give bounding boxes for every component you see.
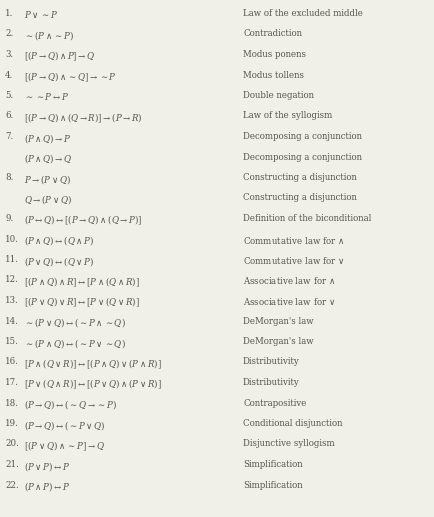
Text: $(P\rightarrow Q)\leftrightarrow({\sim}P\vee Q)$: $(P\rightarrow Q)\leftrightarrow({\sim}P… [24,419,105,432]
Text: $(P\wedge P)\leftrightarrow P$: $(P\wedge P)\leftrightarrow P$ [24,480,70,493]
Text: Constructing a disjunction: Constructing a disjunction [243,173,357,182]
Text: 9.: 9. [5,214,13,223]
Text: $[P\vee(Q\wedge R)]\leftrightarrow[(P\vee Q)\wedge(P\vee R)]$: $[P\vee(Q\wedge R)]\leftrightarrow[(P\ve… [24,378,162,391]
Text: $(P\wedge Q)\leftrightarrow(Q\wedge P)$: $(P\wedge Q)\leftrightarrow(Q\wedge P)$ [24,235,94,248]
Text: 11.: 11. [5,255,19,264]
Text: ${\sim}(P\vee Q)\leftrightarrow({\sim}P\wedge{\sim}Q)$: ${\sim}(P\vee Q)\leftrightarrow({\sim}P\… [24,316,126,329]
Text: Distributivity: Distributivity [243,378,300,387]
Text: ${\sim}{\sim}P\leftrightarrow P$: ${\sim}{\sim}P\leftrightarrow P$ [24,91,69,102]
Text: ${\sim}(P\wedge{\sim}P)$: ${\sim}(P\wedge{\sim}P)$ [24,29,74,42]
Text: Associative law for $\wedge$: Associative law for $\wedge$ [243,276,335,286]
Text: Law of the excluded middle: Law of the excluded middle [243,9,363,18]
Text: $[(P\rightarrow Q)\wedge{\sim}Q]\rightarrow{\sim}P$: $[(P\rightarrow Q)\wedge{\sim}Q]\rightar… [24,70,117,84]
Text: $[(P\rightarrow Q)\wedge P]\rightarrow Q$: $[(P\rightarrow Q)\wedge P]\rightarrow Q… [24,50,95,64]
Text: Modus tollens: Modus tollens [243,70,304,80]
Text: Simplification: Simplification [243,480,302,490]
Text: 20.: 20. [5,439,19,449]
Text: Disjunctive syllogism: Disjunctive syllogism [243,439,335,449]
Text: Simplification: Simplification [243,460,302,469]
Text: Commutative law for $\wedge$: Commutative law for $\wedge$ [243,235,345,246]
Text: 22.: 22. [5,480,19,490]
Text: $[(P\wedge Q)\wedge R]\leftrightarrow[P\wedge(Q\wedge R)]$: $[(P\wedge Q)\wedge R]\leftrightarrow[P\… [24,276,140,289]
Text: Commutative law for $\vee$: Commutative law for $\vee$ [243,255,345,266]
Text: Distributivity: Distributivity [243,357,300,367]
Text: $[(P\vee Q)\wedge{\sim}P]\rightarrow Q$: $[(P\vee Q)\wedge{\sim}P]\rightarrow Q$ [24,439,105,453]
Text: 16.: 16. [5,357,19,367]
Text: Definition of the biconditional: Definition of the biconditional [243,214,372,223]
Text: Contradiction: Contradiction [243,29,302,38]
Text: 10.: 10. [5,235,19,244]
Text: 19.: 19. [5,419,19,428]
Text: Conditional disjunction: Conditional disjunction [243,419,342,428]
Text: Decomposing a conjunction: Decomposing a conjunction [243,153,362,161]
Text: Law of the syllogism: Law of the syllogism [243,112,332,120]
Text: $P\rightarrow(P\vee Q)$: $P\rightarrow(P\vee Q)$ [24,173,71,186]
Text: Modus ponens: Modus ponens [243,50,306,59]
Text: 17.: 17. [5,378,19,387]
Text: $[(P\rightarrow Q)\wedge(Q\rightarrow R)]\rightarrow(P\rightarrow R)$: $[(P\rightarrow Q)\wedge(Q\rightarrow R)… [24,112,142,125]
Text: 12.: 12. [5,276,19,284]
Text: $[(P\vee Q)\vee R]\leftrightarrow[P\vee(Q\vee R)]$: $[(P\vee Q)\vee R]\leftrightarrow[P\vee(… [24,296,140,310]
Text: 4.: 4. [5,70,13,80]
Text: $P\vee{\sim}P$: $P\vee{\sim}P$ [24,9,58,20]
Text: Associative law for $\vee$: Associative law for $\vee$ [243,296,335,307]
Text: 2.: 2. [5,29,13,38]
Text: DeMorgan's law: DeMorgan's law [243,337,314,346]
Text: 6.: 6. [5,112,13,120]
Text: Double negation: Double negation [243,91,314,100]
Text: $[P\wedge(Q\vee R)]\leftrightarrow[(P\wedge Q)\vee(P\wedge R)]$: $[P\wedge(Q\vee R)]\leftrightarrow[(P\we… [24,357,162,371]
Text: $(P\rightarrow Q)\leftrightarrow({\sim}Q\rightarrow{\sim}P)$: $(P\rightarrow Q)\leftrightarrow({\sim}Q… [24,399,117,412]
Text: 7.: 7. [5,132,13,141]
Text: 21.: 21. [5,460,19,469]
Text: 1.: 1. [5,9,13,18]
Text: 3.: 3. [5,50,13,59]
Text: DeMorgan's law: DeMorgan's law [243,316,314,326]
Text: $(P\leftrightarrow Q)\leftrightarrow[(P\rightarrow Q)\wedge(Q\rightarrow P)]$: $(P\leftrightarrow Q)\leftrightarrow[(P\… [24,214,142,227]
Text: $(P\wedge Q)\rightarrow Q$: $(P\wedge Q)\rightarrow Q$ [24,153,72,165]
Text: 15.: 15. [5,337,19,346]
Text: $(P\vee P)\leftrightarrow P$: $(P\vee P)\leftrightarrow P$ [24,460,70,473]
Text: 5.: 5. [5,91,13,100]
Text: $(P\vee Q)\leftrightarrow(Q\vee P)$: $(P\vee Q)\leftrightarrow(Q\vee P)$ [24,255,94,268]
Text: 13.: 13. [5,296,19,305]
Text: $Q\rightarrow(P\vee Q)$: $Q\rightarrow(P\vee Q)$ [24,193,72,206]
Text: Contrapositive: Contrapositive [243,399,306,407]
Text: 18.: 18. [5,399,19,407]
Text: 14.: 14. [5,316,19,326]
Text: 8.: 8. [5,173,13,182]
Text: Constructing a disjunction: Constructing a disjunction [243,193,357,203]
Text: $(P\wedge Q)\rightarrow P$: $(P\wedge Q)\rightarrow P$ [24,132,72,145]
Text: Decomposing a conjunction: Decomposing a conjunction [243,132,362,141]
Text: ${\sim}(P\wedge Q)\leftrightarrow({\sim}P\vee{\sim}Q)$: ${\sim}(P\wedge Q)\leftrightarrow({\sim}… [24,337,126,350]
